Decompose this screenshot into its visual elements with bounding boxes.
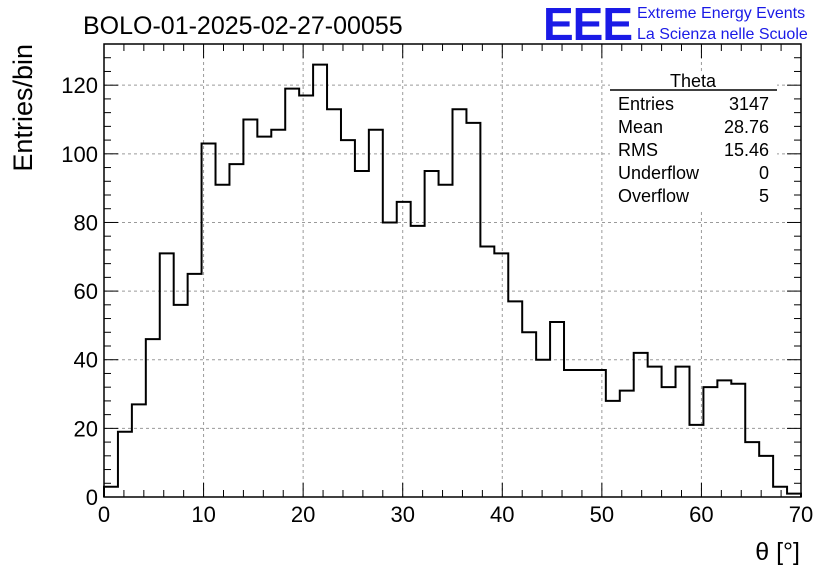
stats-row-value: 0 <box>759 163 769 183</box>
plot-frame <box>103 43 802 498</box>
eee-logo-mark: EEE <box>543 0 632 50</box>
stats-row-label: Underflow <box>618 163 700 183</box>
x-tick-label: 30 <box>390 502 414 527</box>
stats-row-label: Overflow <box>618 186 690 206</box>
y-tick-label: 0 <box>86 485 98 510</box>
eee-logo: EEE Extreme Energy Events La Scienza nel… <box>543 0 808 50</box>
stats-box: Theta Entries 3147 Mean 28.76 RMS 15.46 Underf… <box>610 71 777 212</box>
x-tick-label: 60 <box>689 502 713 527</box>
chart-title: BOLO-01-2025-02-27-00055 <box>83 12 403 40</box>
y-tick-label: 100 <box>61 142 98 167</box>
stats-box-title: Theta <box>670 71 717 91</box>
stats-row-label: RMS <box>618 140 658 160</box>
y-tick-label: 80 <box>74 210 98 235</box>
stats-row-label: Mean <box>618 117 663 137</box>
x-tick-label: 70 <box>789 502 813 527</box>
y-tick-label: 60 <box>74 279 98 304</box>
x-tick-label: 50 <box>590 502 614 527</box>
stats-box-background <box>610 72 777 212</box>
stats-row-value: 15.46 <box>724 140 769 160</box>
y-axis-label: Entries/bin <box>8 44 38 172</box>
logo-line-1: Extreme Energy Events <box>637 5 805 22</box>
stats-rows: Entries 3147 Mean 28.76 RMS 15.46 Underflow 0 Ov… <box>618 94 769 206</box>
y-tick-label: 120 <box>61 73 98 98</box>
x-tick-label: 40 <box>490 502 514 527</box>
x-tick-label: 0 <box>98 502 110 527</box>
y-tick-labels: 0 20 40 60 80 100 120 <box>61 73 98 510</box>
x-tick-label: 10 <box>191 502 215 527</box>
x-axis-label: θ [°] <box>755 538 800 566</box>
axis-ticks <box>103 44 802 498</box>
stats-row-label: Entries <box>618 94 674 114</box>
y-tick-label: 40 <box>74 348 98 373</box>
x-tick-label: 20 <box>291 502 315 527</box>
y-tick-label: 20 <box>74 416 98 441</box>
stats-row-value: 3147 <box>729 94 769 114</box>
x-tick-labels: 0 10 20 30 40 50 60 70 <box>98 502 813 527</box>
stats-row-value: 5 <box>759 186 769 206</box>
histogram-line <box>103 63 802 497</box>
stats-row-value: 28.76 <box>724 117 769 137</box>
logo-line-2: La Scienza nelle Scuole <box>637 26 808 43</box>
